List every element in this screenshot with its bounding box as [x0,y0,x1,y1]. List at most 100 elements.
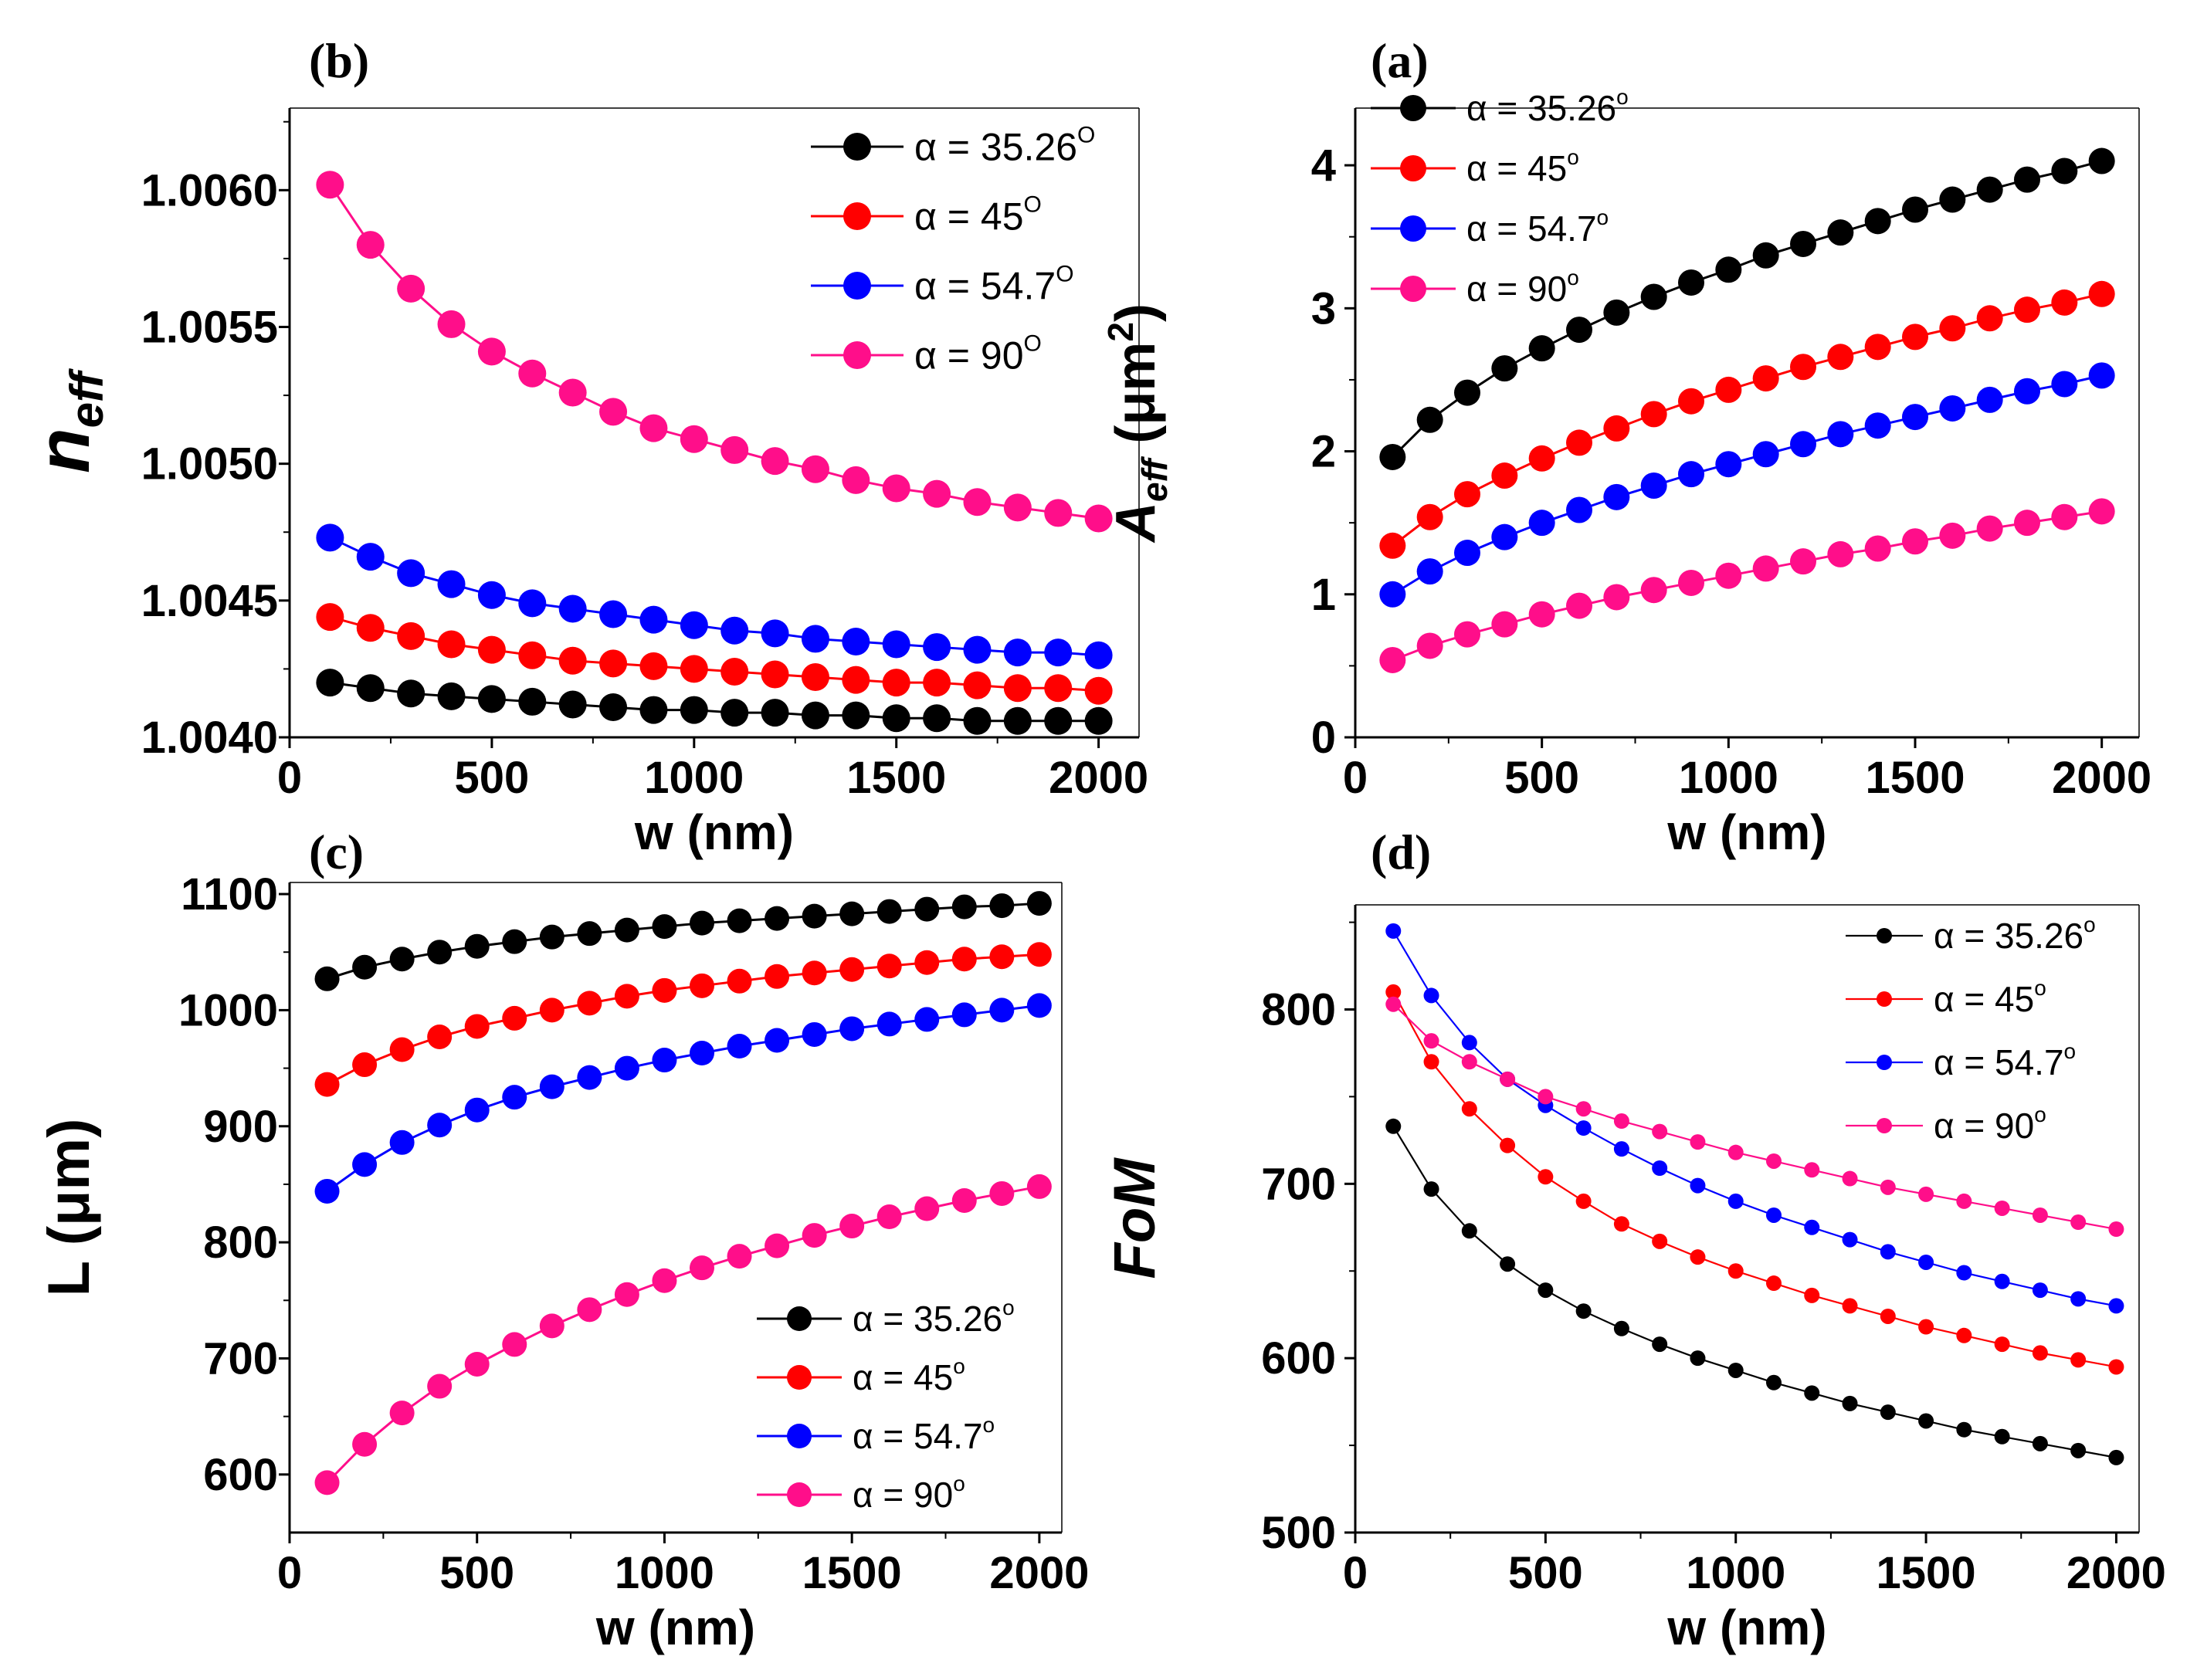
legend-marker [1400,276,1426,302]
data-point [2070,1214,2087,1231]
data-point [1804,1162,1820,1178]
data-point [963,635,992,664]
data-point [314,1072,340,1097]
data-point [1416,558,1443,585]
data-point [1827,344,1854,371]
data-point [314,1178,340,1204]
data-point [989,1180,1015,1206]
series-1 [316,603,1113,705]
data-point [1715,451,1742,478]
data-point [876,953,902,979]
data-point [1613,1216,1629,1232]
data-point [558,378,587,407]
plots-layer: 0 500 1000 1500 20001.00401.00451.00501.0055… [22,33,2166,1655]
data-point [1727,1193,1744,1209]
data-point [680,611,708,639]
data-point [539,924,565,950]
data-point [680,696,708,724]
data-point [1454,481,1480,508]
data-point [839,901,865,926]
data-point [1976,515,2003,542]
data-point [1727,1362,1744,1378]
data-point [614,917,639,943]
x-tick-label: 0 [1343,1548,1368,1598]
legend-marker [1400,215,1426,242]
data-point [1003,638,1032,667]
data-point [2070,1291,2087,1307]
data-point [599,649,628,678]
data-point [316,669,344,697]
data-point [2051,371,2078,398]
data-point [1461,1101,1477,1117]
data-point [652,977,677,1003]
data-point [314,966,340,991]
data-point [876,899,902,924]
x-tick-label: 1500 [1865,753,1965,803]
data-point [842,466,870,494]
legend-label: α = 90o [1934,1102,2046,1146]
data-point [1827,219,1854,246]
y-axis-title: L (μm) [36,1119,102,1297]
data-point [1416,632,1443,659]
data-point [356,674,385,703]
data-point [727,1244,752,1269]
data-point [1715,376,1742,403]
data-point [765,964,790,989]
y-axis-title: FoM [1102,1157,1168,1279]
x-tick-label: 1500 [846,753,946,803]
data-point [1003,706,1032,735]
data-point [727,968,752,994]
data-point [356,231,385,259]
data-point [1603,483,1630,510]
data-point [639,652,668,680]
series-1 [1385,984,2124,1375]
data-point [1678,461,1704,488]
data-point [639,605,668,634]
x-tick-label: 500 [439,1548,514,1598]
legend: α = 35.26o α = 45o α = 54.7o α = 90o [757,1296,1015,1515]
data-point [689,1255,714,1281]
data-point [1385,984,1402,1000]
data-point [652,914,677,940]
legend-label: α = 54.7o [1934,1039,2076,1082]
data-point [1640,283,1667,310]
y-tick-label: 600 [1261,1333,1336,1384]
data-point [1575,1101,1592,1117]
data-point [316,523,344,552]
data-point [352,1152,378,1177]
data-point [599,693,628,722]
y-tick-label: 2 [1311,427,1336,477]
data-point [1842,1231,1858,1248]
data-point [316,171,344,199]
data-point [1842,1170,1858,1187]
data-point [1491,611,1518,638]
data-point [914,896,940,922]
data-point [599,398,628,426]
y-axis-title: neff [22,368,113,473]
data-point [558,690,587,719]
data-point [1939,522,1966,549]
data-point [1500,1137,1516,1153]
x-tick-label: 0 [277,1548,302,1598]
data-point [577,1065,602,1090]
legend-marker [843,341,871,369]
x-tick-label: 0 [277,753,302,803]
legend: α = 35.26O α = 45O α = 54.7O α = 90O [811,123,1095,378]
legend-label: α = 35.26o [1466,85,1629,128]
data-point [1461,1054,1477,1070]
data-point [389,1130,415,1155]
data-point [1690,1249,1706,1265]
y-tick-label: 1 [1311,570,1336,620]
data-point [1918,1319,1934,1335]
data-point [558,594,587,623]
data-point [1528,335,1555,362]
data-point [614,1282,639,1307]
data-point [1461,1035,1477,1051]
data-point [1652,1123,1668,1140]
series-line [1392,1126,2117,1458]
data-point [502,1332,527,1357]
x-tick-label: 500 [455,753,530,803]
legend-marker [843,133,871,161]
data-point [1603,584,1630,611]
chart-a: 0 500 1000 1500 2000 0 1 2 3 4 w (nm) Aeff (μm2) (a)… [1100,33,2151,860]
